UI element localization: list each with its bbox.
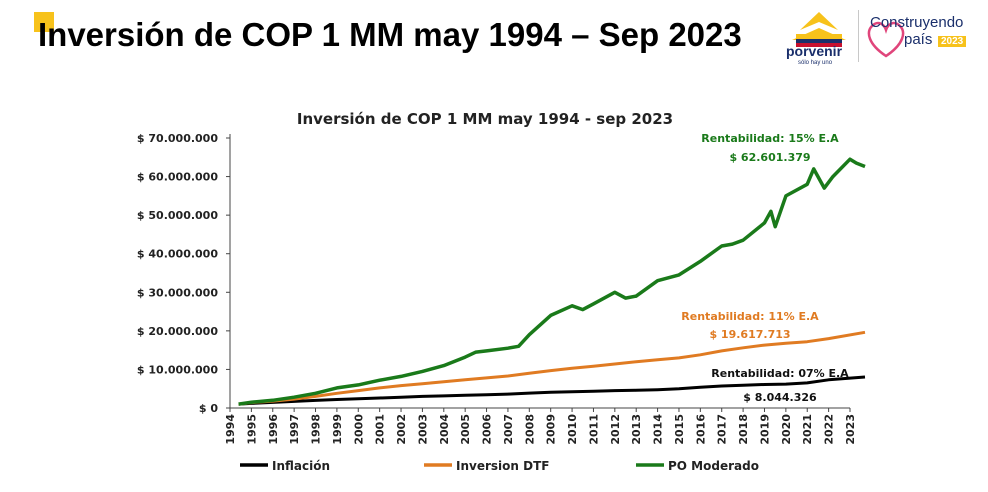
campaign-line2: país	[904, 31, 933, 48]
brand-name: porvenir	[786, 43, 843, 59]
legend-label-inflacion: Inflación	[272, 459, 330, 473]
x-tick-label: 1999	[331, 414, 344, 445]
x-tick-label: 1995	[245, 414, 258, 445]
annotation-return-po: Rentabilidad: 15% E.A	[701, 132, 839, 145]
x-tick-label: 2000	[352, 414, 365, 445]
x-tick-label: 2001	[374, 414, 387, 445]
x-tick-label: 1998	[310, 414, 323, 445]
x-tick-label: 2007	[502, 414, 515, 445]
x-tick-label: 1994	[224, 414, 237, 445]
y-tick-label: $ 0	[199, 402, 218, 415]
annotation-value-po: $ 62.601.379	[729, 151, 810, 164]
x-tick-label: 1996	[267, 414, 280, 445]
x-tick-label: 2017	[716, 414, 729, 445]
x-tick-label: 2020	[780, 414, 793, 445]
series-line-inflacion	[238, 375, 866, 406]
annotation-value-dtf: $ 19.617.713	[709, 328, 790, 341]
chart-axes: $ 0 $ 10.000.000 $ 20.000.000 $ 30.000.000 $…	[137, 132, 857, 445]
x-tick-label: 2006	[481, 414, 494, 445]
y-tick-label: $ 70.000.000	[137, 132, 218, 145]
heart-icon	[867, 21, 905, 58]
x-tick-label: 2016	[694, 414, 707, 445]
x-tick-label: 2010	[566, 414, 579, 445]
chart-legend: Inflación Inversion DTF PO Moderado	[240, 459, 759, 473]
annotation-return-inflacion: Rentabilidad: 07% E.A	[711, 367, 849, 380]
y-tick-label: $ 30.000.000	[137, 286, 218, 299]
y-tick-label: $ 50.000.000	[137, 209, 218, 222]
x-tick-label: 2004	[438, 414, 451, 445]
logo-divider	[858, 10, 859, 62]
x-tick-label: 1997	[288, 414, 301, 445]
x-tick-label: 2012	[609, 414, 622, 445]
series-line-po	[238, 157, 866, 406]
series-layer	[238, 157, 866, 406]
legend-label-dtf: Inversion DTF	[456, 459, 549, 473]
y-tick-label: $ 40.000.000	[137, 248, 218, 261]
x-tick-label: 2014	[652, 414, 665, 445]
brand-tagline: sólo hay uno	[798, 60, 833, 66]
x-tick-label: 2013	[630, 414, 643, 445]
x-tick-label: 2021	[801, 414, 814, 445]
x-tick-label: 2005	[459, 414, 472, 445]
page-title: Inversión de COP 1 MM may 1994 – Sep 202…	[38, 16, 742, 53]
accent-square	[34, 12, 54, 32]
x-tick-label: 2003	[416, 414, 429, 445]
sun-flag-icon	[792, 12, 846, 47]
annotation-value-inflacion: $ 8.044.326	[743, 391, 817, 404]
chart-title: Inversión de COP 1 MM may 1994 - sep 202…	[297, 110, 673, 128]
annotation-return-dtf: Rentabilidad: 11% E.A	[681, 310, 819, 323]
x-tick-label: 2009	[545, 414, 558, 445]
series-line-dtf	[238, 330, 866, 406]
x-tick-label: 2023	[844, 414, 857, 445]
annotation-layer: Rentabilidad: 15% E.A $ 62.601.379 Rentabi…	[681, 132, 849, 404]
x-tick-label: 2019	[758, 414, 771, 445]
x-tick-label: 2018	[737, 414, 750, 445]
x-tick-label: 2002	[395, 414, 408, 445]
x-tick-label: 2008	[523, 414, 536, 445]
y-tick-label: $ 60.000.000	[137, 171, 218, 184]
campaign-line1: Construyendo	[870, 14, 964, 31]
x-tick-label: 2011	[587, 414, 600, 445]
x-tick-label: 2015	[673, 414, 686, 445]
x-tick-label: 2022	[823, 414, 836, 445]
construyendo-pais-logo: Construyendo país 2023	[864, 10, 984, 62]
porvenir-logo: porvenir sólo hay uno	[784, 8, 854, 70]
y-tick-label: $ 10.000.000	[137, 363, 218, 376]
y-tick-label: $ 20.000.000	[137, 325, 218, 338]
campaign-year: 2023	[938, 36, 967, 47]
legend-label-po: PO Moderado	[668, 459, 759, 473]
